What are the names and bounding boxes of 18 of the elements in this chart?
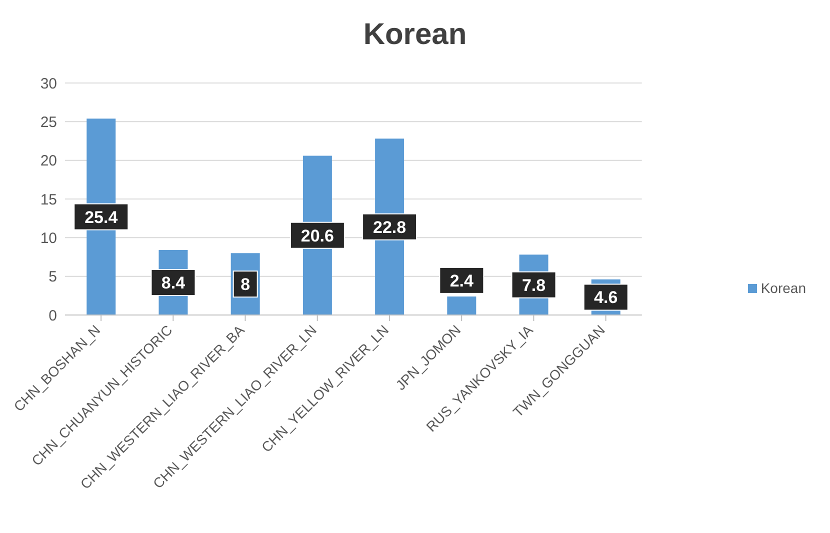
y-tick-label: 20 [40, 152, 57, 170]
data-label: 4.6 [594, 288, 618, 308]
y-tick-label: 25 [40, 114, 57, 131]
y-tick-label: 5 [48, 268, 57, 286]
data-label: 22.8 [373, 218, 406, 237]
y-tick-label: 0 [48, 307, 57, 324]
data-label: 25.4 [84, 208, 118, 227]
data-label: 20.6 [300, 226, 334, 246]
data-label: 8.4 [161, 274, 186, 293]
bar [447, 296, 476, 315]
data-label: 2.4 [450, 271, 474, 290]
y-tick-label: 10 [40, 230, 57, 247]
data-label: 8 [240, 275, 250, 294]
data-label: 7.8 [522, 276, 546, 295]
y-tick-label: 15 [40, 191, 57, 208]
chart-title: Korean [362, 18, 468, 52]
y-tick-label: 30 [40, 75, 57, 92]
legend-label: Korean [760, 280, 806, 296]
